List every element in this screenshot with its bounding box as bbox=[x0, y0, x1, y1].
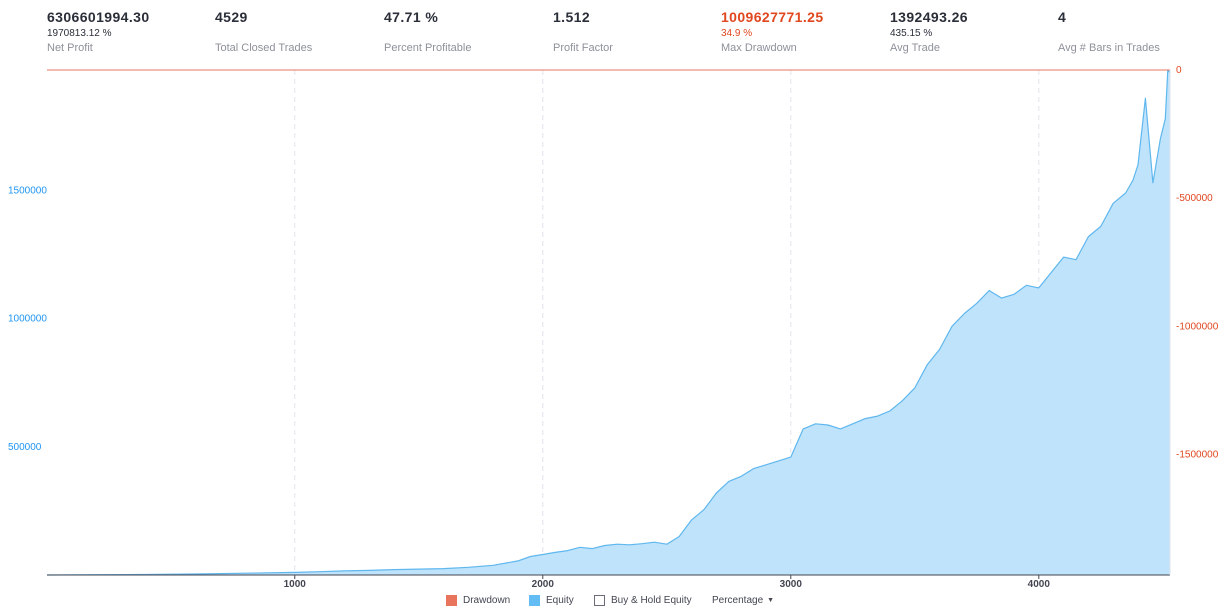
percentage-dropdown-label: Percentage bbox=[712, 594, 764, 606]
axes: 1000 2000 3000 4000 500000 1000000 1500000 0 -50… bbox=[8, 65, 1219, 590]
stat-value: 6306601994.30 bbox=[47, 9, 150, 25]
stat-total-closed-trades: 4529 Total Closed Trades bbox=[215, 8, 380, 55]
stat-percent-profitable: 47.71 % Percent Profitable bbox=[384, 8, 549, 55]
stat-avg-bars-in-trades: 4 Avg # Bars in Trades bbox=[1058, 8, 1223, 55]
left-axis-tick-label: 1000000 bbox=[8, 314, 47, 325]
stat-label: Avg Trade bbox=[890, 42, 940, 54]
stat-net-profit: 6306601994.30 1970813.12 % Net Profit bbox=[47, 8, 212, 55]
stat-label: Total Closed Trades bbox=[215, 42, 313, 54]
drawdown-swatch-icon bbox=[446, 594, 457, 606]
chart-legend: Drawdown Equity Buy & Hold Equity Percen… bbox=[0, 590, 1223, 610]
legend-buy-hold-equity[interactable]: Buy & Hold Equity bbox=[594, 593, 692, 607]
percentage-dropdown[interactable]: Percentage ▼ bbox=[712, 593, 774, 607]
right-axis-tick-label: 0 bbox=[1176, 65, 1182, 76]
legend-buy-hold-label: Buy & Hold Equity bbox=[611, 594, 692, 606]
stat-label: Max Drawdown bbox=[721, 42, 797, 54]
stat-value: 4 bbox=[1058, 9, 1067, 25]
x-tick-label: 2000 bbox=[532, 579, 555, 590]
series-layer bbox=[46, 69, 1171, 576]
stat-percent: 34.9 % bbox=[721, 28, 753, 39]
stat-percent: 1970813.12 % bbox=[47, 28, 112, 39]
stat-label: Net Profit bbox=[47, 42, 93, 54]
equity-swatch-icon bbox=[529, 594, 540, 606]
legend-drawdown-label: Drawdown bbox=[463, 594, 511, 606]
stat-max-drawdown: 1009627771.25 34.9 % Max Drawdown bbox=[721, 8, 886, 55]
stat-profit-factor: 1.512 Profit Factor bbox=[553, 8, 718, 55]
stat-label: Percent Profitable bbox=[384, 42, 472, 54]
equity-line bbox=[46, 69, 1171, 576]
stat-value: 1009627771.25 bbox=[721, 9, 824, 25]
stat-value: 47.71 % bbox=[384, 9, 439, 25]
stat-percent: 435.15 % bbox=[890, 28, 933, 39]
stat-label: Profit Factor bbox=[553, 42, 613, 54]
equity-chart[interactable]: 1000 2000 3000 4000 500000 1000000 1500000 0 -50… bbox=[0, 0, 1223, 590]
buy-hold-checkbox[interactable] bbox=[594, 594, 605, 606]
performance-summary: 6306601994.30 1970813.12 % Net Profit 45… bbox=[0, 0, 1223, 68]
right-axis-tick-label: -1500000 bbox=[1176, 450, 1219, 461]
x-tick-label: 3000 bbox=[780, 579, 803, 590]
equity-area bbox=[47, 70, 1170, 575]
legend-equity[interactable]: Equity bbox=[529, 593, 574, 607]
right-axis-tick-label: -500000 bbox=[1176, 193, 1213, 204]
stat-value: 1392493.26 bbox=[890, 9, 968, 25]
legend-equity-label: Equity bbox=[546, 594, 574, 606]
left-axis-tick-label: 1500000 bbox=[8, 185, 47, 196]
left-axis-tick-label: 500000 bbox=[8, 442, 42, 453]
stat-avg-trade: 1392493.26 435.15 % Avg Trade bbox=[890, 8, 1055, 55]
chevron-down-icon: ▼ bbox=[767, 596, 775, 604]
right-axis-tick-label: -1000000 bbox=[1176, 321, 1219, 332]
x-tick-label: 1000 bbox=[284, 579, 307, 590]
legend-drawdown[interactable]: Drawdown bbox=[446, 593, 510, 607]
stat-label: Avg # Bars in Trades bbox=[1058, 42, 1160, 54]
stat-value: 4529 bbox=[215, 9, 248, 25]
x-tick-label: 4000 bbox=[1028, 579, 1051, 590]
stat-value: 1.512 bbox=[553, 9, 591, 25]
